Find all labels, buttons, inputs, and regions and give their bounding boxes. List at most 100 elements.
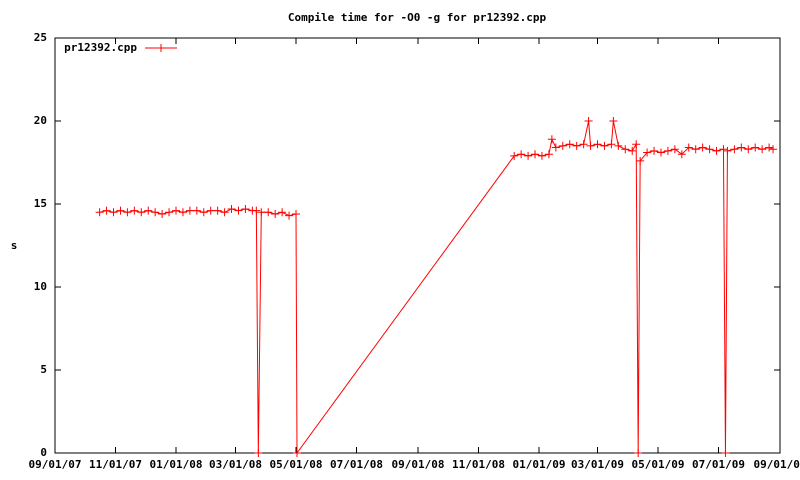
point (220, 208, 229, 217)
point (712, 146, 721, 155)
point (558, 141, 567, 150)
point (544, 150, 553, 159)
point (252, 206, 261, 215)
point (123, 208, 132, 217)
point (628, 146, 637, 155)
point (137, 208, 146, 217)
y-tick-label: 5 (40, 363, 47, 376)
point (531, 150, 540, 159)
point (292, 209, 301, 218)
point (636, 156, 645, 165)
point (705, 145, 714, 154)
point (116, 206, 125, 215)
point (758, 145, 767, 154)
point (765, 143, 774, 152)
point (257, 208, 266, 217)
point (579, 140, 588, 149)
point (165, 208, 174, 217)
point (607, 140, 616, 149)
point (547, 135, 556, 144)
point (650, 146, 659, 155)
point (213, 206, 222, 215)
point (737, 143, 746, 152)
point (730, 145, 739, 154)
point (751, 143, 760, 152)
x-tick-label: 01/01/08 (150, 458, 203, 471)
x-tick-label: 05/01/08 (270, 458, 323, 471)
x-tick-label: 09/01/08 (392, 458, 445, 471)
point (206, 206, 215, 215)
point (643, 148, 652, 157)
point (600, 141, 609, 150)
point (510, 151, 519, 160)
point (744, 145, 753, 154)
x-tick-label: 11/01/08 (452, 458, 505, 471)
point (227, 204, 236, 213)
point (178, 208, 187, 217)
point (632, 140, 641, 149)
point (158, 209, 167, 218)
point (517, 150, 526, 159)
y-tick-label: 10 (34, 280, 47, 293)
x-tick-label: 03/01/08 (209, 458, 262, 471)
y-tick-label: 15 (34, 197, 47, 210)
point (254, 449, 263, 457)
x-tick-label: 11/01/07 (89, 458, 142, 471)
legend-marker (157, 44, 165, 52)
y-tick-label: 25 (34, 31, 47, 44)
point (684, 143, 693, 152)
point (677, 150, 686, 159)
point (614, 141, 623, 150)
point (241, 204, 250, 213)
point (565, 140, 574, 149)
point (586, 141, 595, 150)
x-tick-label: 09/01/07 (29, 458, 82, 471)
point (109, 208, 118, 217)
point (698, 143, 707, 152)
point (130, 206, 139, 215)
point (723, 146, 732, 155)
point (719, 145, 728, 154)
point (144, 206, 153, 215)
point (102, 206, 111, 215)
point (171, 206, 180, 215)
point (769, 145, 778, 154)
y-tick-label: 20 (34, 114, 47, 127)
point (537, 151, 546, 160)
point (691, 145, 700, 154)
point (234, 206, 243, 215)
point (572, 141, 581, 150)
legend-label: pr12392.cpp (64, 41, 137, 54)
x-tick-label: 03/01/09 (571, 458, 624, 471)
point (278, 208, 287, 217)
point (292, 449, 301, 457)
point (609, 117, 618, 125)
point (199, 208, 208, 217)
point (584, 117, 593, 125)
point (271, 209, 280, 218)
chart-title: Compile time for -O0 -g for pr12392.cpp (288, 11, 547, 24)
y-axis-label: s (11, 239, 18, 252)
x-tick-label: 07/01/09 (692, 458, 745, 471)
x-tick-label: 01/01/09 (513, 458, 566, 471)
point (192, 206, 201, 215)
x-tick-label: 07/01/08 (330, 458, 383, 471)
point (285, 211, 294, 220)
x-tick-label: 05/01/09 (632, 458, 685, 471)
point (524, 151, 533, 160)
point (551, 143, 560, 152)
point (95, 208, 104, 217)
point (621, 145, 630, 154)
y-tick-label: 0 (40, 446, 47, 459)
point (593, 140, 602, 149)
point (634, 449, 643, 457)
point (663, 146, 672, 155)
x-tick-label: 09/01/09 (754, 458, 800, 471)
point (721, 449, 730, 457)
point (264, 208, 273, 217)
point (151, 208, 160, 217)
point (656, 148, 665, 157)
point (670, 145, 679, 154)
